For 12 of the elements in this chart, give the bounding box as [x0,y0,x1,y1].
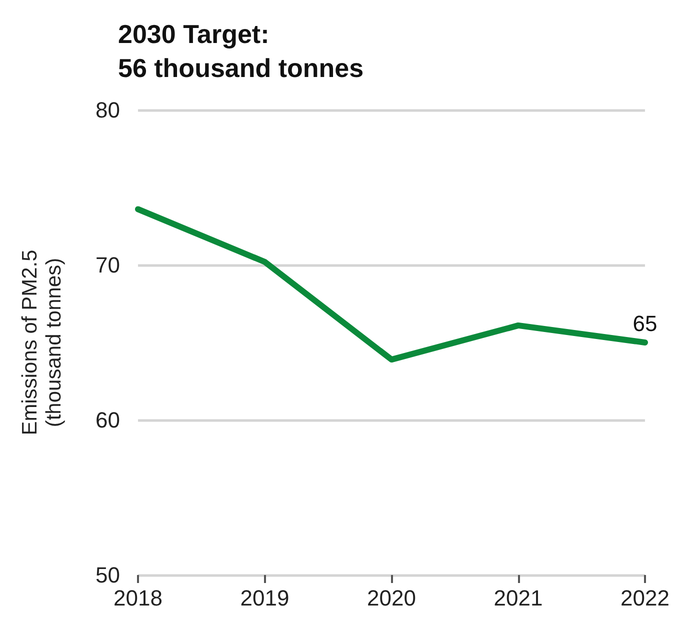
x-tick-label: 2018 [114,586,162,610]
y-tick-label: 50 [96,562,120,588]
x-tick-label: 2022 [620,586,670,610]
y-tick-label: 80 [96,98,120,122]
x-tick-label: 2020 [367,586,416,610]
y-axis-title: Emissions of PM2.5 (thousand tonnes) [18,250,66,436]
y-tick-label: 60 [96,408,120,432]
data-label: 65 [632,311,658,336]
chart-title: 2030 Target: 56 thousand tonnes [118,19,364,83]
x-tick-label: 2021 [494,586,543,610]
x-tick-label: 2019 [240,586,290,610]
y-tick-label: 70 [96,252,120,278]
